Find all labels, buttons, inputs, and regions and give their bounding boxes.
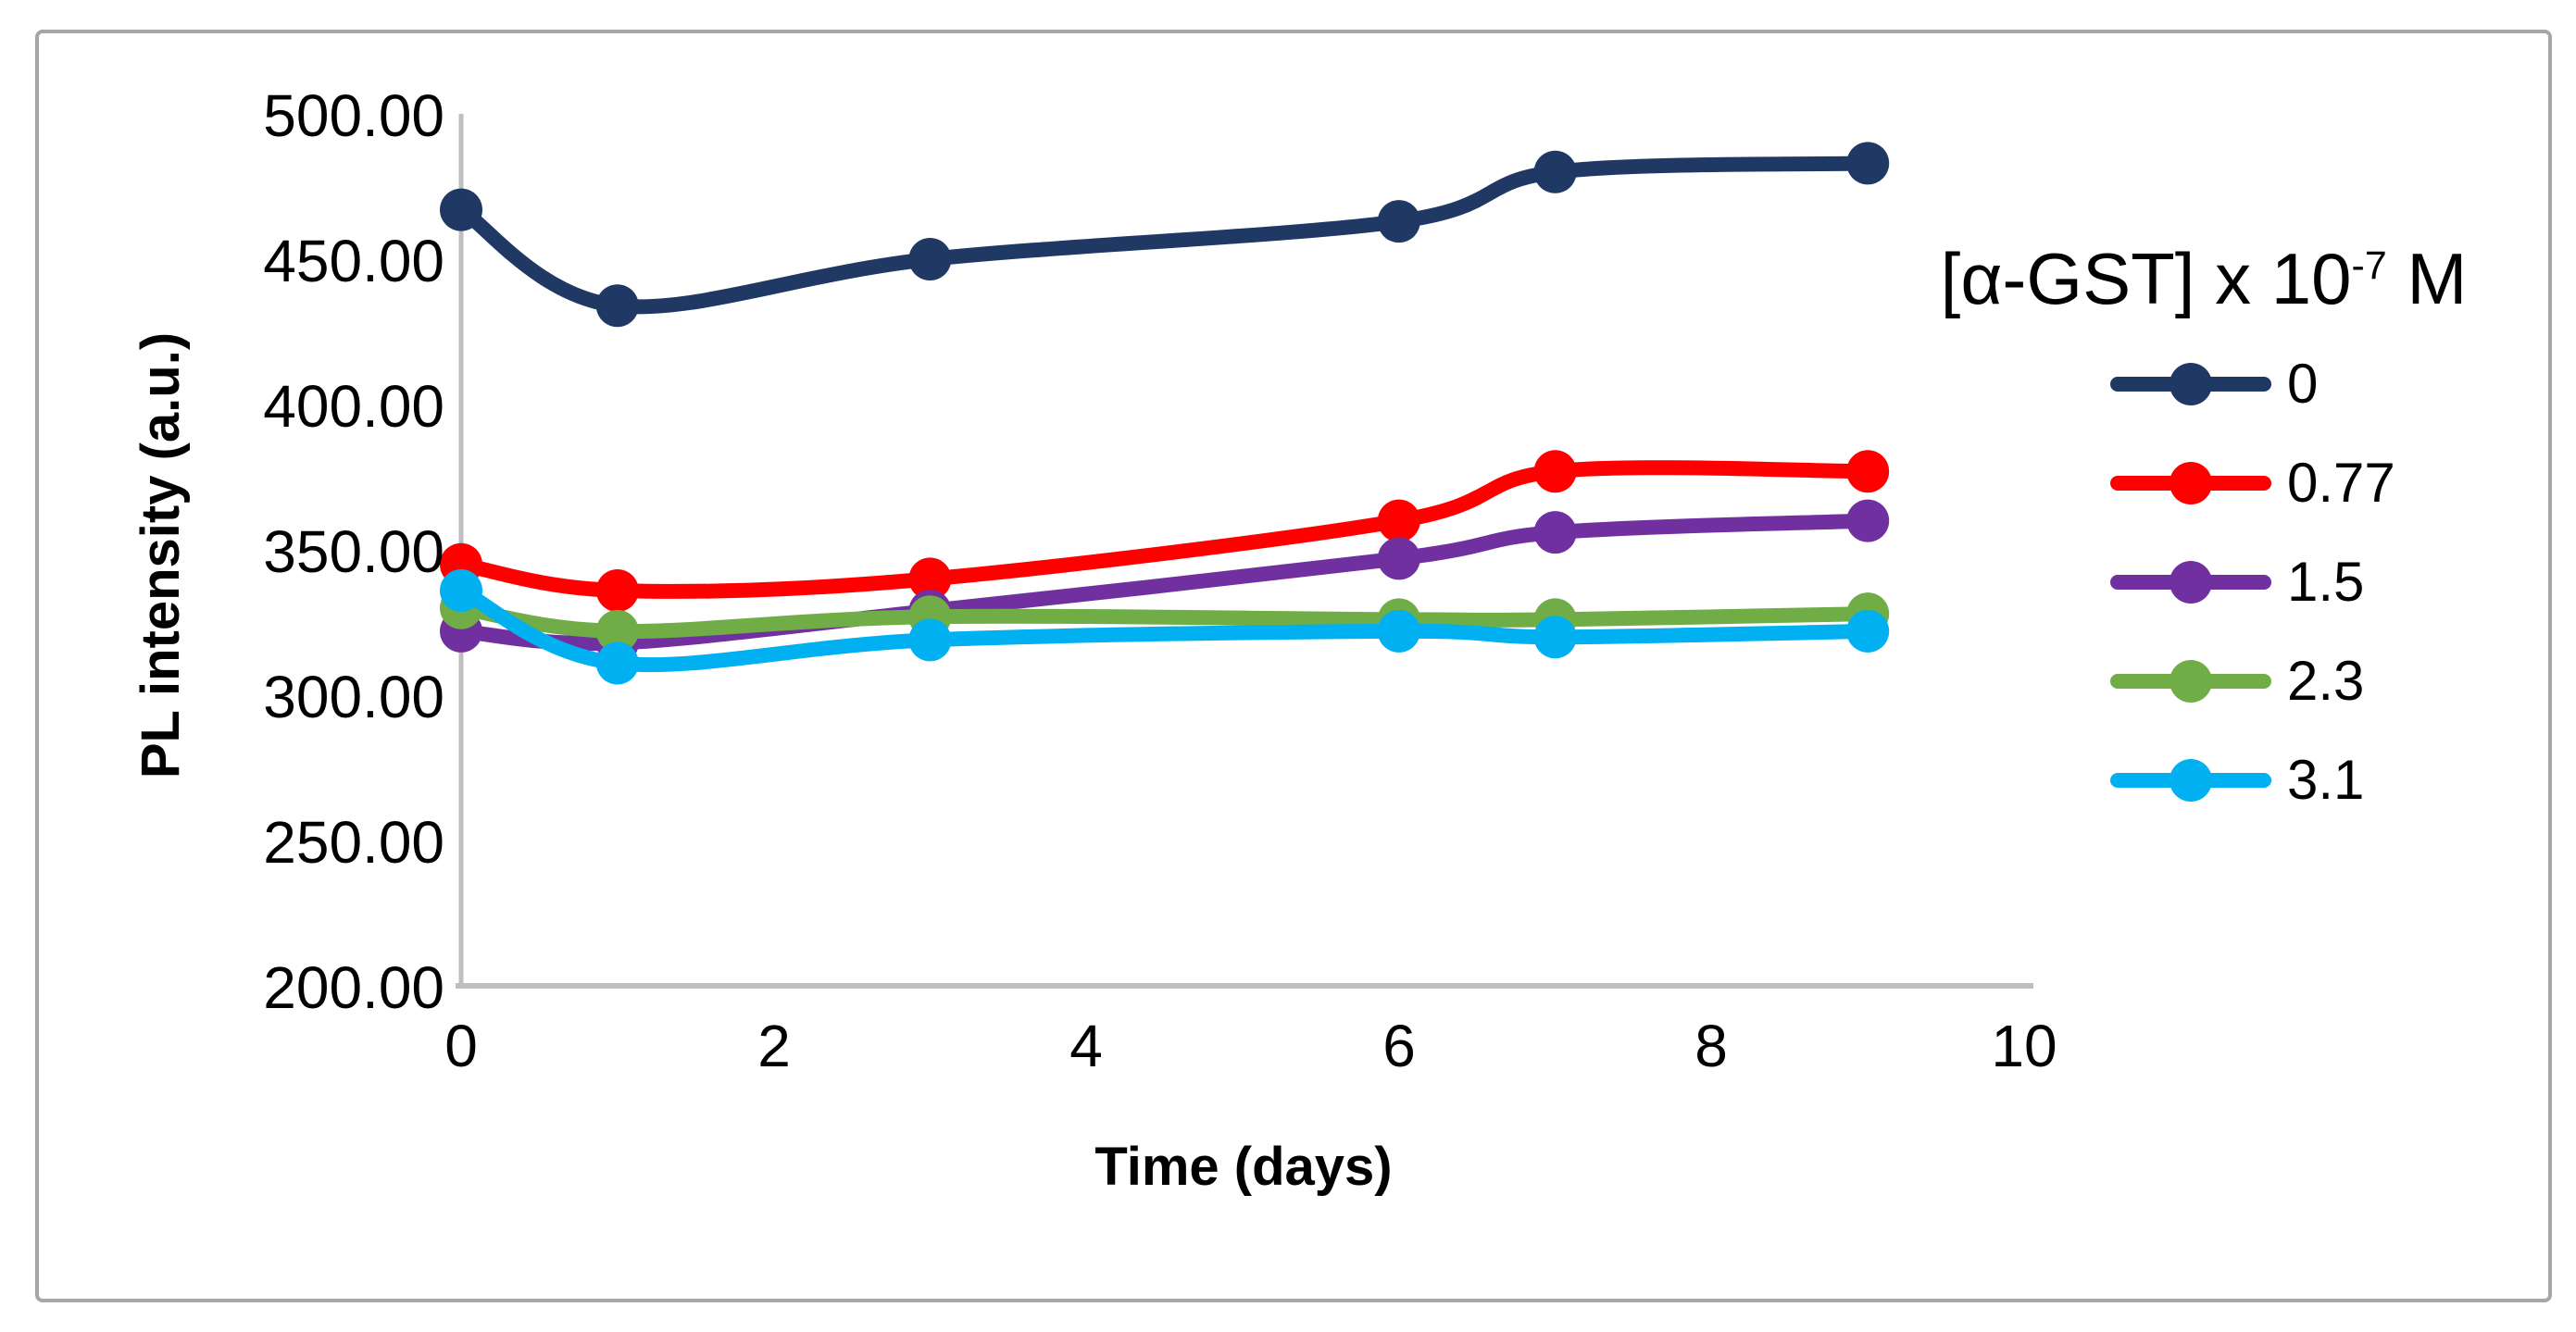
legend-line-dot-icon	[2110, 554, 2271, 610]
x-tick-label: 2	[757, 1013, 791, 1079]
series-point-3.1	[440, 568, 482, 612]
legend-item-3: 2.3	[2110, 654, 2364, 709]
series-point-0.77	[1377, 499, 1420, 542]
legend-item-0: 0	[2110, 356, 2318, 412]
x-tick-label: 0	[444, 1013, 478, 1079]
y-tick-label: 450.00	[263, 228, 444, 294]
y-tick-label: 400.00	[263, 373, 444, 440]
y-tick-label: 500.00	[263, 82, 444, 149]
series-point-1.5	[1377, 537, 1420, 580]
legend-line-dot-icon	[2110, 654, 2271, 709]
y-tick-label: 200.00	[263, 954, 444, 1021]
y-axis-title: PL intensity (a.u.)	[131, 331, 191, 779]
series-point-3.1	[1377, 609, 1420, 653]
series-point-0.77	[908, 557, 952, 601]
series-point-0	[1377, 200, 1420, 243]
series-point-3.1	[1533, 616, 1577, 659]
series-point-0	[1533, 150, 1577, 193]
y-tick-label: 250.00	[263, 809, 444, 876]
legend-title-text: [α-GST] x 10	[1940, 238, 2352, 319]
x-axis-title: Time (days)	[1094, 1137, 1393, 1197]
legend-label: 1.5	[2287, 551, 2365, 613]
x-tick-label: 10	[1991, 1013, 2057, 1079]
x-tick-label: 4	[1069, 1013, 1103, 1079]
legend-title: [α-GST] x 10-7 M	[1907, 224, 2500, 320]
series-point-2.3	[595, 609, 639, 653]
legend-label: 2.3	[2287, 650, 2365, 712]
chart-outer-border	[35, 30, 2552, 1302]
legend-line-dot-icon	[2110, 455, 2271, 511]
series-point-0	[908, 238, 952, 280]
y-tick-label: 300.00	[263, 664, 444, 730]
legend-title-superscript: -7	[2351, 243, 2387, 288]
legend-item-2: 1.5	[2110, 554, 2364, 610]
series-point-3.1	[595, 641, 639, 685]
legend-item-4: 3.1	[2110, 753, 2364, 808]
series-point-3.1	[908, 618, 952, 662]
series-point-0	[440, 188, 482, 231]
x-tick-label: 6	[1382, 1013, 1416, 1079]
legend-label: 0	[2287, 353, 2319, 415]
legend-label: 3.1	[2287, 749, 2365, 811]
legend-line-dot-icon	[2110, 753, 2271, 808]
series-point-1.5	[1533, 511, 1577, 554]
series-point-0.77	[1846, 450, 1890, 493]
legend-title-unit: M	[2386, 238, 2468, 319]
series-point-3.1	[1846, 609, 1890, 653]
legend-item-1: 0.77	[2110, 455, 2395, 511]
series-point-0.77	[595, 568, 639, 612]
series-point-1.5	[1846, 499, 1890, 542]
legend-label: 0.77	[2287, 452, 2395, 514]
y-tick-label: 350.00	[263, 518, 444, 585]
series-line-0	[454, 156, 1876, 315]
series-point-0	[1846, 142, 1890, 185]
legend-line-dot-icon	[2110, 356, 2271, 412]
series-point-0.77	[1533, 450, 1577, 493]
x-tick-label: 8	[1694, 1013, 1728, 1079]
series-point-0	[595, 284, 639, 328]
